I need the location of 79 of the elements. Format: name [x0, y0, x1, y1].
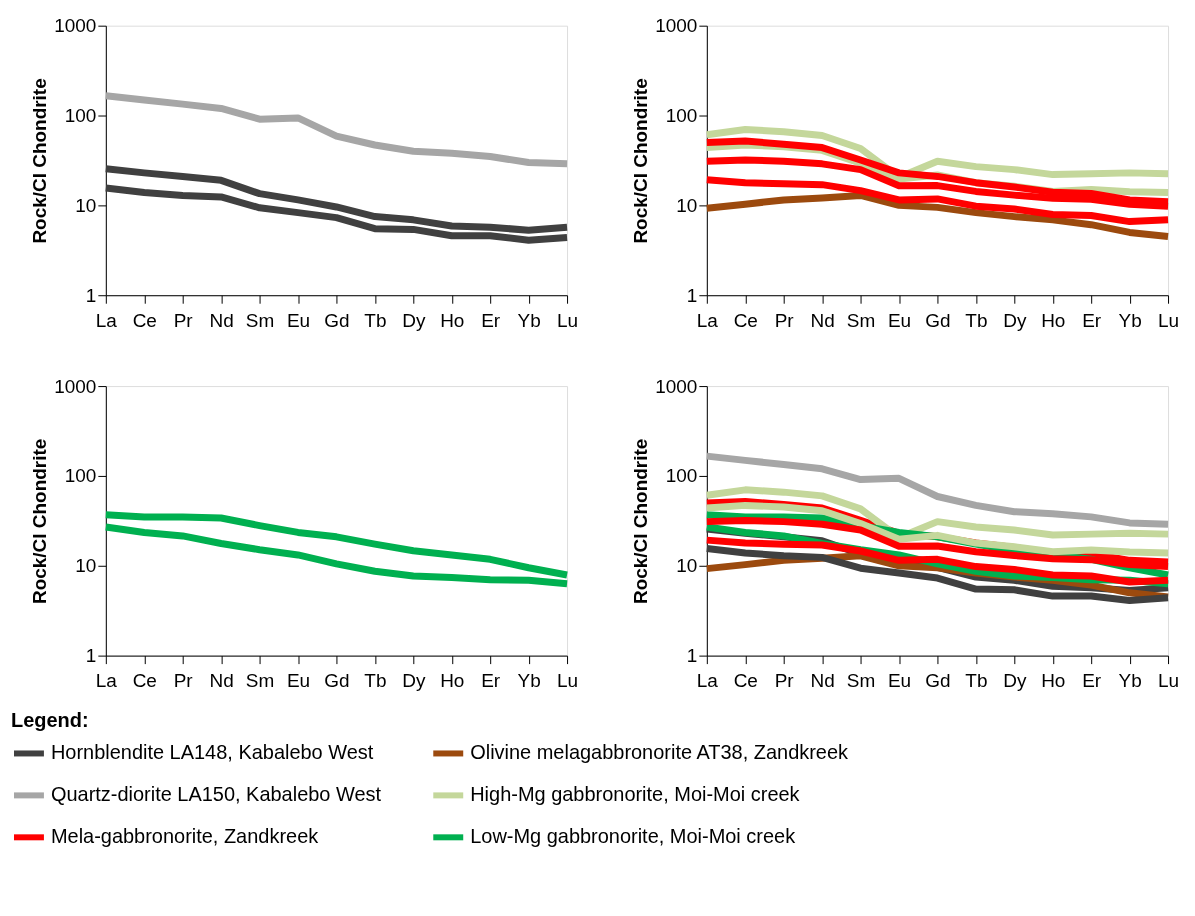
x-tick-label: Yb — [1118, 309, 1142, 331]
x-tick-label: Pr — [774, 309, 794, 331]
x-tick-label: La — [696, 670, 719, 692]
x-tick-label: Dy — [1003, 670, 1027, 692]
x-tick-label: La — [95, 309, 118, 331]
y-tick-label: 100 — [665, 465, 698, 487]
x-tick-label: Ho — [1041, 309, 1066, 331]
x-tick-label: Dy — [402, 670, 426, 692]
x-tick-label: Lu — [557, 670, 579, 692]
x-tick-label: Er — [1082, 670, 1102, 692]
x-tick-label: Tb — [965, 309, 988, 331]
x-tick-label: Yb — [517, 670, 541, 692]
legend-label: Olivine melagabbronorite AT38, Zandkreek — [470, 741, 849, 764]
x-tick-label: Nd — [810, 670, 835, 692]
x-tick-label: Lu — [557, 309, 579, 331]
x-tick-label: La — [696, 309, 719, 331]
y-axis-title: Rock/CI Chondrite — [630, 78, 652, 244]
x-tick-label: Sm — [846, 670, 876, 692]
y-axis-title: Rock/CI Chondrite — [29, 78, 51, 244]
x-tick-label: Ho — [1041, 670, 1066, 692]
x-tick-label: Sm — [245, 309, 275, 331]
legend-label: Low-Mg gabbronorite, Moi-Moi creek — [470, 825, 796, 848]
x-tick-label: Yb — [517, 309, 541, 331]
y-tick-label: 1 — [686, 284, 698, 306]
x-tick-label: La — [95, 670, 118, 692]
x-tick-label: Er — [481, 309, 501, 331]
x-tick-label: Eu — [286, 670, 311, 692]
x-tick-label: Ce — [132, 309, 157, 331]
y-tick-label: 100 — [665, 105, 698, 127]
y-tick-label: 100 — [64, 465, 97, 487]
y-tick-label: 100 — [64, 105, 97, 127]
y-axis-title: Rock/CI Chondrite — [29, 438, 51, 605]
x-tick-label: Nd — [209, 670, 234, 692]
x-tick-label: Er — [481, 670, 501, 692]
legend-label: Hornblendite LA148, Kabalebo West — [50, 741, 374, 764]
x-tick-label: Eu — [887, 309, 912, 331]
x-tick-label: Nd — [810, 309, 835, 331]
x-tick-label: Yb — [1118, 670, 1142, 692]
x-tick-label: Dy — [1003, 309, 1027, 331]
y-tick-label: 1000 — [54, 375, 97, 397]
y-axis-title: Rock/CI Chondrite — [630, 438, 652, 605]
y-tick-label: 10 — [676, 194, 698, 216]
x-tick-label: Ce — [733, 670, 758, 692]
y-tick-label: 1 — [686, 645, 698, 667]
legend-label: Quartz-diorite LA150, Kabalebo West — [50, 783, 382, 806]
y-tick-label: 1000 — [655, 15, 698, 37]
y-tick-label: 10 — [676, 555, 698, 577]
x-tick-label: Pr — [173, 670, 193, 692]
x-tick-label: Gd — [925, 309, 951, 331]
x-tick-label: Gd — [925, 670, 951, 692]
x-tick-label: Gd — [324, 309, 350, 331]
y-tick-label: 1000 — [655, 375, 698, 397]
legend-title: Legend: — [10, 708, 89, 731]
y-tick-label: 1 — [85, 645, 97, 667]
x-tick-label: Ce — [132, 670, 157, 692]
y-tick-label: 10 — [75, 555, 97, 577]
x-tick-label: Tb — [364, 309, 387, 331]
x-tick-label: Tb — [364, 670, 387, 692]
x-tick-label: Ce — [733, 309, 758, 331]
x-tick-label: Gd — [324, 670, 350, 692]
legend-label: High-Mg gabbronorite, Moi-Moi creek — [470, 783, 800, 806]
y-tick-label: 10 — [75, 194, 97, 216]
x-tick-label: Lu — [1158, 670, 1180, 692]
x-tick-label: Er — [1082, 309, 1102, 331]
x-tick-label: Eu — [286, 309, 311, 331]
x-tick-label: Dy — [402, 309, 426, 331]
x-tick-label: Lu — [1158, 309, 1180, 331]
y-tick-label: 1 — [85, 284, 97, 306]
x-tick-label: Sm — [846, 309, 876, 331]
x-tick-label: Nd — [209, 309, 234, 331]
x-tick-label: Ho — [440, 309, 465, 331]
x-tick-label: Pr — [774, 670, 794, 692]
x-tick-label: Ho — [440, 670, 465, 692]
x-tick-label: Eu — [887, 670, 912, 692]
x-tick-label: Sm — [245, 670, 275, 692]
x-tick-label: Pr — [173, 309, 193, 331]
y-tick-label: 1000 — [54, 15, 97, 37]
legend-label: Mela-gabbronorite, Zandkreek — [50, 825, 319, 848]
x-tick-label: Tb — [965, 670, 988, 692]
